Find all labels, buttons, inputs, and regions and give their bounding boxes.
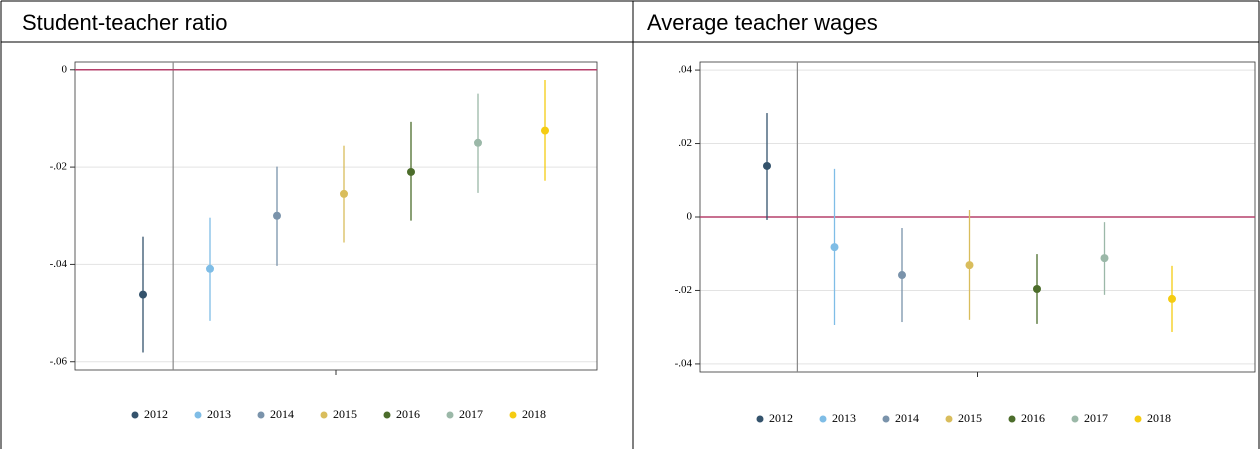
point: [139, 290, 147, 299]
point: [830, 243, 839, 252]
legend-label: 2017: [459, 407, 483, 421]
legend-label: 2018: [1147, 411, 1171, 425]
plot-frame: [74, 61, 598, 371]
legend-label: 2016: [1021, 411, 1045, 425]
legend-marker: [1071, 415, 1079, 423]
legend-label: 2018: [522, 407, 546, 421]
legend-label: 2012: [144, 407, 168, 421]
legend-marker: [509, 411, 517, 419]
chart-title: Average teacher wages: [647, 10, 878, 35]
y-tick-label: -.04: [675, 357, 693, 369]
legend-label: 2015: [958, 411, 982, 425]
legend-marker: [446, 411, 454, 419]
legend-marker: [756, 415, 764, 423]
legend-label: 2014: [895, 411, 919, 425]
legend-marker: [131, 411, 139, 419]
point: [206, 264, 214, 273]
legend-marker: [819, 415, 827, 423]
legend-marker: [945, 415, 953, 423]
y-tick-label: -.02: [675, 284, 692, 296]
y-tick-label: -.06: [50, 355, 68, 367]
y-tick-label: .02: [678, 137, 692, 149]
legend-marker: [882, 415, 890, 423]
point: [340, 189, 348, 198]
y-tick-label: -.04: [50, 258, 68, 270]
legend-label: 2013: [832, 411, 856, 425]
point: [407, 167, 415, 176]
legend-label: 2012: [769, 411, 793, 425]
legend-marker: [1008, 415, 1016, 423]
legend-label: 2014: [270, 407, 294, 421]
legend-marker: [194, 411, 202, 419]
legend-marker: [320, 411, 328, 419]
legend-label: 2015: [333, 407, 357, 421]
legend-marker: [257, 411, 265, 419]
point: [965, 261, 974, 270]
y-tick-label: 0: [687, 211, 693, 223]
point: [1033, 284, 1041, 293]
legend-label: 2016: [396, 407, 420, 421]
point: [898, 271, 906, 280]
y-tick-label: .04: [678, 64, 692, 76]
legend-label: 2017: [1084, 411, 1108, 425]
point: [1100, 254, 1109, 263]
y-tick-label: -.02: [50, 161, 67, 173]
y-tick-label: 0: [62, 63, 68, 75]
point: [474, 138, 482, 147]
legend-marker: [1134, 415, 1142, 423]
point: [273, 211, 281, 220]
point: [1168, 294, 1176, 303]
chart-title: Student-teacher ratio: [22, 10, 227, 35]
point: [541, 126, 549, 135]
legend-label: 2013: [207, 407, 231, 421]
legend-marker: [383, 411, 391, 419]
point: [763, 161, 771, 170]
